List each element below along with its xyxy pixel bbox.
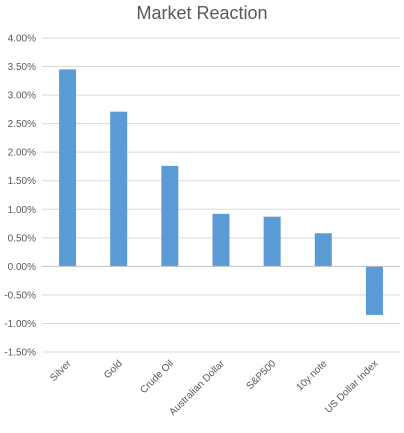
x-tick-label: US Dollar Index [323, 358, 380, 415]
bar-5 [314, 233, 332, 267]
chart-title: Market Reaction [136, 3, 268, 23]
x-tick-label: Crude Oil [138, 358, 176, 396]
y-tick-label: -1.50% [4, 348, 36, 359]
x-tick-label: S&P500 [245, 358, 279, 392]
y-tick-label: 1.50% [8, 176, 36, 187]
y-tick-label: 1.00% [8, 205, 36, 216]
y-tick-label: 0.00% [8, 262, 36, 273]
y-tick-label: -0.50% [4, 290, 36, 301]
bar-3 [212, 213, 230, 267]
y-tick-label: 2.50% [8, 119, 36, 130]
bar-0 [59, 69, 77, 267]
x-tick-label: Silver [48, 358, 74, 384]
x-tick-label: 10y note [294, 358, 329, 393]
y-tick-label: -1.00% [4, 319, 36, 330]
y-tick-label: 3.00% [8, 91, 36, 102]
bar-1 [110, 111, 128, 267]
y-tick-label: 4.00% [8, 34, 36, 45]
y-tick-label: 0.50% [8, 233, 36, 244]
bar-4 [263, 216, 281, 267]
y-tick-label: 3.50% [8, 62, 36, 73]
x-tick-label: Gold [102, 358, 125, 381]
y-tick-label: 2.00% [8, 148, 36, 159]
bar-2 [161, 165, 179, 267]
x-tick-label: Australian Dollar [167, 358, 227, 418]
bar-6 [365, 266, 383, 315]
